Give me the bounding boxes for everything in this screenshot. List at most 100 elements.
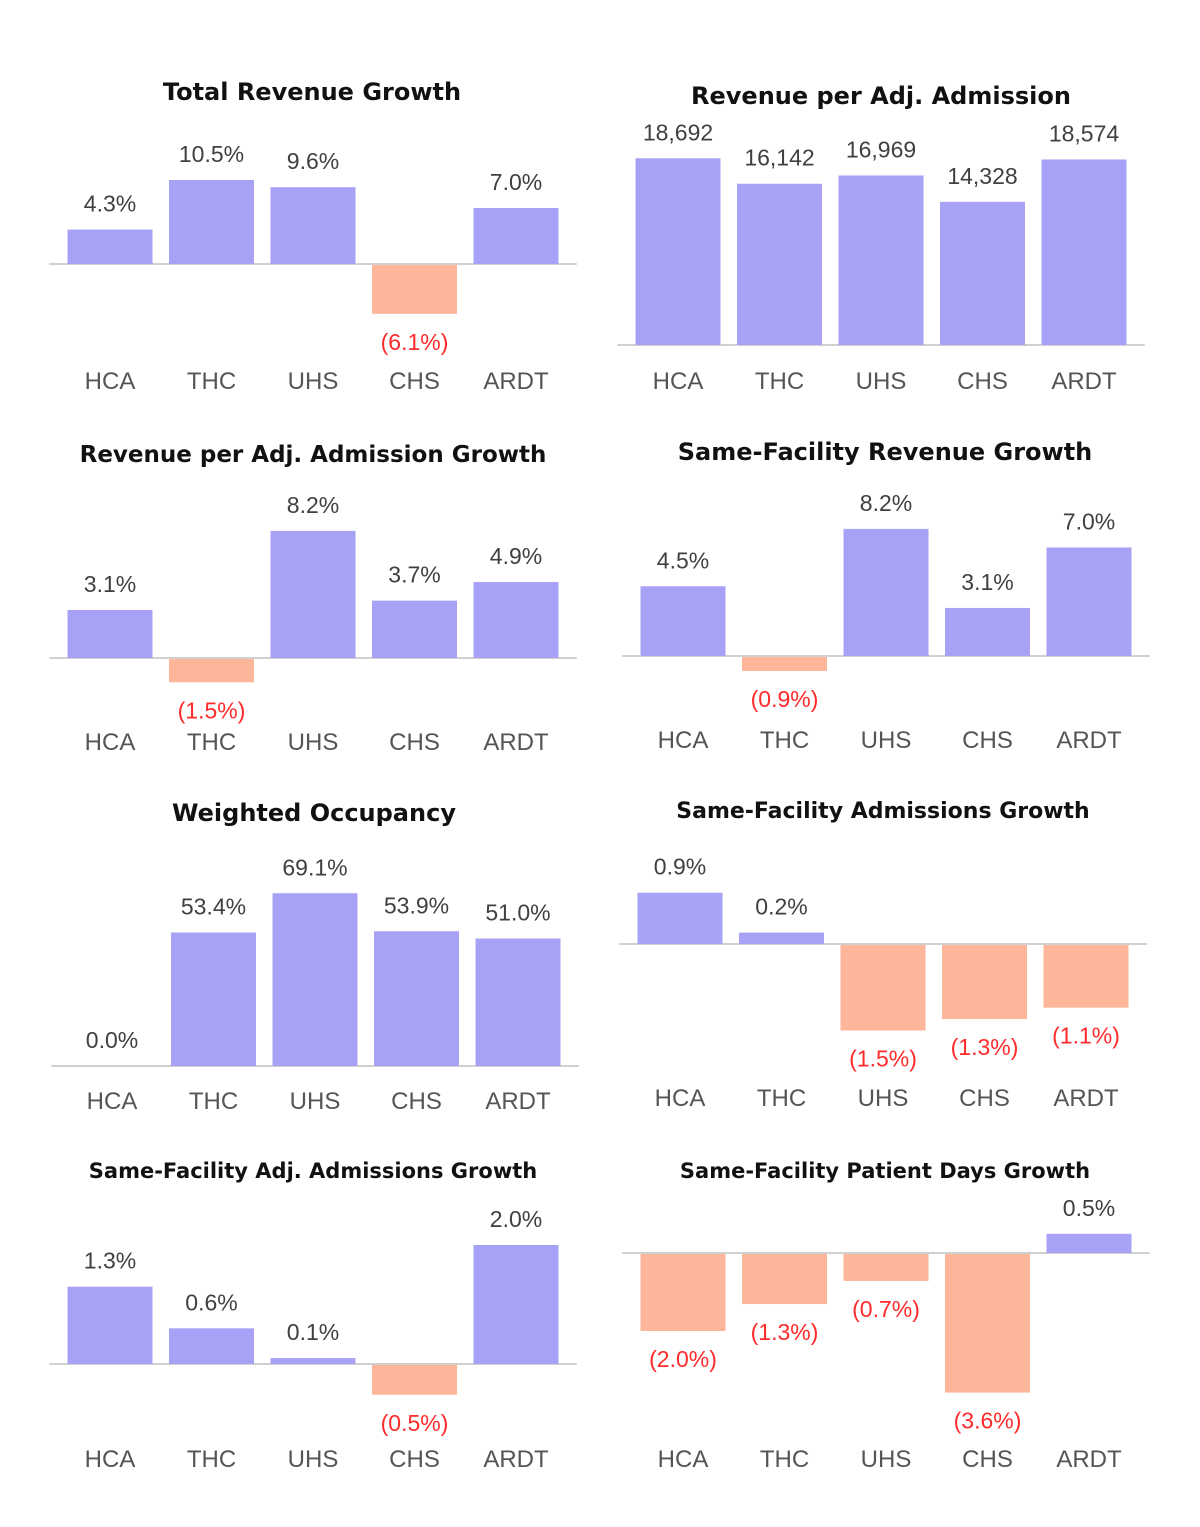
- data-label: 51.0%: [485, 900, 550, 926]
- category-label: CHS: [391, 1088, 442, 1115]
- data-label: 8.2%: [860, 490, 912, 516]
- data-label: 4.9%: [490, 543, 542, 569]
- data-label: (3.6%): [954, 1408, 1022, 1434]
- category-label: HCA: [85, 368, 136, 395]
- bar-ardt: [473, 208, 559, 264]
- data-label: (1.3%): [951, 1034, 1019, 1060]
- category-label: THC: [757, 1085, 806, 1112]
- category-label: ARDT: [1053, 1085, 1119, 1112]
- category-label: THC: [760, 1446, 809, 1473]
- data-label: 0.1%: [287, 1319, 339, 1345]
- bar-thc: [169, 1328, 254, 1364]
- data-label: 14,328: [947, 163, 1017, 189]
- data-label: 0.9%: [654, 854, 706, 880]
- chart-title: Weighted Occupancy: [172, 799, 456, 827]
- chart-title: Total Revenue Growth: [163, 78, 461, 106]
- data-label: 1.3%: [84, 1248, 136, 1274]
- bar-thc: [739, 932, 824, 944]
- data-label: 3.1%: [84, 571, 136, 597]
- chart-title: Revenue per Adj. Admission Growth: [80, 442, 547, 468]
- category-label: CHS: [962, 727, 1013, 754]
- category-label: UHS: [288, 1446, 339, 1473]
- category-label: UHS: [288, 729, 339, 756]
- data-label: (0.5%): [381, 1410, 449, 1436]
- data-label: (0.7%): [852, 1296, 920, 1322]
- category-label: UHS: [856, 368, 907, 395]
- chart-8: Same-Facility Patient Days Growth (2.0%) H…: [622, 1159, 1150, 1473]
- category-label: CHS: [957, 368, 1008, 395]
- data-label: 2.0%: [490, 1206, 542, 1232]
- category-label: ARDT: [485, 1088, 551, 1115]
- data-label: 4.3%: [84, 191, 136, 217]
- category-label: THC: [760, 727, 809, 754]
- data-label: (1.3%): [751, 1319, 819, 1345]
- bar-uhs: [270, 1358, 356, 1364]
- chart-5: Weighted Occupancy 0.0% HCA 53.4% THC 69.1% UH…: [51, 799, 579, 1115]
- data-label: (1.1%): [1052, 1023, 1120, 1049]
- bar-hca: [640, 586, 726, 656]
- chart-2: Revenue per Adj. Admission 18,692 HCA 16,14…: [617, 82, 1145, 395]
- data-label: 10.5%: [179, 141, 244, 167]
- data-label: 69.1%: [282, 854, 347, 880]
- bar-thc: [742, 657, 827, 671]
- data-label: (1.5%): [178, 697, 246, 723]
- category-label: UHS: [290, 1088, 341, 1115]
- category-label: THC: [187, 729, 236, 756]
- data-label: 0.0%: [86, 1027, 138, 1053]
- bar-hca: [635, 158, 721, 345]
- bar-ardt: [1043, 945, 1129, 1008]
- chart-title: Same-Facility Admissions Growth: [676, 799, 1089, 824]
- bar-hca: [637, 892, 723, 944]
- data-label: (2.0%): [649, 1346, 717, 1372]
- data-label: 18,574: [1049, 120, 1120, 146]
- category-label: HCA: [658, 727, 709, 754]
- bar-hca: [67, 229, 153, 264]
- chart-3: Revenue per Adj. Admission Growth 3.1% HCA…: [49, 442, 577, 756]
- bar-uhs: [270, 187, 356, 264]
- bar-thc: [742, 1254, 827, 1305]
- category-label: HCA: [653, 368, 704, 395]
- bar-uhs: [270, 530, 356, 658]
- data-label: 16,142: [744, 145, 814, 171]
- bar-hca: [67, 609, 153, 658]
- category-label: HCA: [655, 1085, 706, 1112]
- chart-7: Same-Facility Adj. Admissions Growth 1.3%…: [49, 1159, 577, 1473]
- bar-ardt: [473, 582, 559, 658]
- bar-uhs: [843, 1254, 929, 1281]
- bar-hca: [640, 1254, 726, 1331]
- category-label: THC: [187, 1446, 236, 1473]
- data-label: 7.0%: [1063, 509, 1115, 535]
- data-label: 53.4%: [181, 894, 246, 920]
- category-label: ARDT: [1056, 727, 1122, 754]
- category-label: ARDT: [1051, 368, 1117, 395]
- data-label: 3.7%: [388, 562, 440, 588]
- bar-ardt: [1041, 159, 1127, 345]
- bar-uhs: [838, 175, 924, 345]
- data-label: 4.5%: [657, 547, 709, 573]
- category-label: THC: [189, 1088, 238, 1115]
- data-label: 3.1%: [961, 569, 1013, 595]
- chart-6: Same-Facility Admissions Growth 0.9% HCA 0.…: [619, 799, 1147, 1112]
- category-label: ARDT: [483, 1446, 549, 1473]
- category-label: CHS: [389, 729, 440, 756]
- chart-title: Same-Facility Revenue Growth: [678, 438, 1093, 466]
- category-label: UHS: [288, 368, 339, 395]
- bar-chs: [372, 600, 457, 658]
- bar-ardt: [475, 938, 561, 1066]
- bar-thc: [171, 932, 256, 1066]
- data-label: 9.6%: [287, 148, 339, 174]
- data-label: 0.5%: [1063, 1195, 1115, 1221]
- category-label: UHS: [858, 1085, 909, 1112]
- category-label: ARDT: [1056, 1446, 1122, 1473]
- category-label: HCA: [85, 1446, 136, 1473]
- category-label: UHS: [861, 1446, 912, 1473]
- data-label: 0.6%: [185, 1289, 237, 1315]
- bar-chs: [942, 945, 1027, 1020]
- category-label: CHS: [962, 1446, 1013, 1473]
- bar-chs: [372, 1365, 457, 1395]
- data-label: 16,969: [846, 136, 916, 162]
- chart-title: Revenue per Adj. Admission: [691, 82, 1071, 110]
- data-label: 7.0%: [490, 169, 542, 195]
- chart-title: Same-Facility Adj. Admissions Growth: [89, 1159, 537, 1183]
- data-label: 0.2%: [755, 894, 807, 920]
